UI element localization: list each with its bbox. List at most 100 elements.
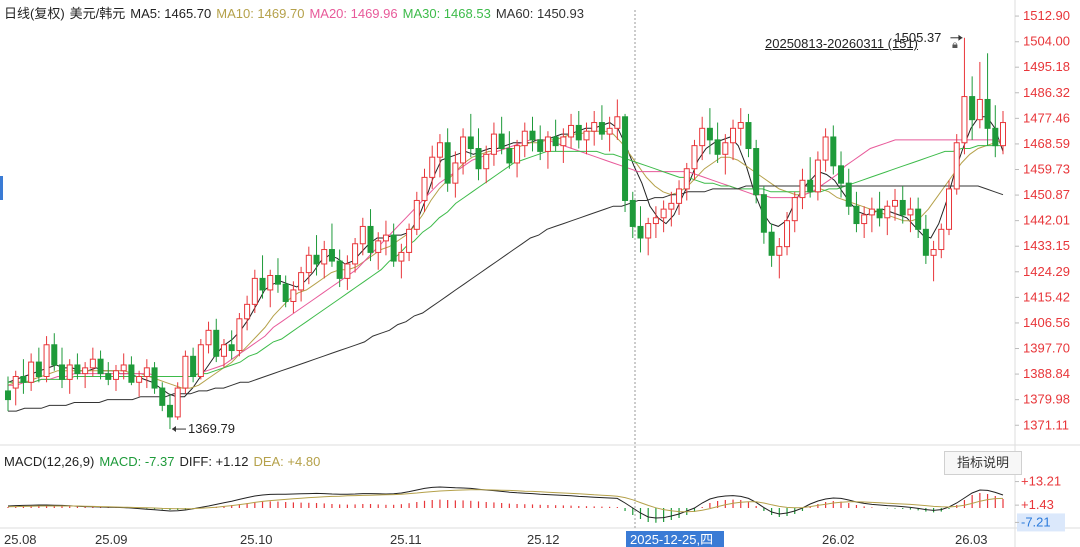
indicator-help-button[interactable]: 指标说明 xyxy=(944,451,1022,475)
candle-up xyxy=(544,136,551,152)
candle-down xyxy=(830,136,837,167)
high-label: 1505.37 xyxy=(894,30,941,45)
price-tick-label: 1504.00 xyxy=(1023,34,1070,49)
candle-up xyxy=(112,370,119,380)
candle-up xyxy=(483,153,490,170)
macd-tick-label: +1.43 xyxy=(1021,497,1054,512)
candle-down xyxy=(475,148,482,170)
candle-up xyxy=(267,275,274,291)
ma5-line xyxy=(7,116,1004,398)
candle-up xyxy=(66,364,73,380)
candle-up xyxy=(220,344,227,357)
candle-up xyxy=(251,277,258,305)
candle-down xyxy=(328,249,335,262)
candle-up xyxy=(421,176,428,201)
candle-down xyxy=(714,139,721,155)
candle-up xyxy=(321,249,328,265)
candle-up xyxy=(814,159,821,193)
candle-up xyxy=(205,329,212,346)
candle-down xyxy=(838,165,845,184)
candle-down xyxy=(622,116,629,201)
candle-up xyxy=(521,130,528,147)
candle-down xyxy=(845,182,852,207)
candle-down xyxy=(706,127,713,141)
price-tick-label: 1433.15 xyxy=(1023,238,1070,253)
candle-up xyxy=(614,116,621,129)
candle-down xyxy=(992,127,999,147)
candle-up xyxy=(999,122,1007,147)
candle-up xyxy=(976,98,983,121)
range-label[interactable]: 20250813-20260311 (151) xyxy=(765,36,919,51)
macd-tick-label: -7.21 xyxy=(1021,514,1051,529)
x-tick-label: 25.08 xyxy=(4,532,37,547)
candle-up xyxy=(290,289,297,302)
candle-up xyxy=(305,254,312,274)
candle-down xyxy=(274,275,281,285)
macd-tick-label: +13.21 xyxy=(1021,474,1061,489)
candle-down xyxy=(552,136,559,147)
candle-up xyxy=(907,208,914,216)
candle-up xyxy=(722,142,729,155)
candle-down xyxy=(105,373,112,380)
price-tick-label: 1486.32 xyxy=(1023,85,1070,100)
low-arrowhead xyxy=(171,426,176,433)
candle-up xyxy=(43,344,50,378)
candle-up xyxy=(606,127,613,135)
candle-up xyxy=(344,263,351,279)
candle-up xyxy=(352,243,359,265)
candle-up xyxy=(784,220,791,248)
lock-icon[interactable]: 🔒︎ xyxy=(952,39,958,51)
x-tick-label: 26.03 xyxy=(955,532,988,547)
candle-down xyxy=(537,139,544,152)
x-tick-label: 25.09 xyxy=(95,532,128,547)
candle-up xyxy=(120,364,127,372)
candle-down xyxy=(74,364,81,375)
panel-edge-tab[interactable] xyxy=(0,176,3,200)
ma10-line xyxy=(7,130,1004,389)
candle-down xyxy=(984,98,991,129)
candle-up xyxy=(514,145,521,164)
price-tick-label: 1371.11 xyxy=(1023,417,1069,432)
macd-dea-line xyxy=(7,489,1004,513)
candle-up xyxy=(490,133,497,155)
candle-up xyxy=(961,96,968,144)
candle-down xyxy=(768,231,775,256)
price-tick-label: 1459.73 xyxy=(1023,162,1070,177)
price-tick-label: 1406.56 xyxy=(1023,315,1070,330)
price-tick-label: 1450.87 xyxy=(1023,187,1070,202)
candle-up xyxy=(660,208,667,219)
candle-up xyxy=(691,145,698,170)
candle-up xyxy=(398,251,405,262)
candle-down xyxy=(35,361,42,378)
candle-up xyxy=(953,142,960,190)
candle-up xyxy=(452,162,459,184)
candle-up xyxy=(375,240,382,253)
candle-down xyxy=(97,358,104,375)
candle-down xyxy=(853,205,860,225)
candle-down xyxy=(51,344,58,366)
price-tick-label: 1442.01 xyxy=(1023,213,1070,228)
candle-up xyxy=(436,142,443,158)
candle-up xyxy=(699,127,706,147)
price-tick-label: 1495.18 xyxy=(1023,59,1070,74)
ma20-line xyxy=(8,139,1003,386)
candle-up xyxy=(737,122,744,129)
ma30-line xyxy=(8,145,1003,383)
candle-up xyxy=(861,214,868,225)
candle-up xyxy=(174,387,181,418)
chart-title: 日线(复权) xyxy=(4,6,65,21)
candle-down xyxy=(745,122,752,150)
macd-diff-line xyxy=(7,486,1004,519)
candle-down xyxy=(128,364,135,383)
candle-down xyxy=(529,130,536,141)
candle-up xyxy=(359,225,366,245)
candle-up xyxy=(182,355,189,389)
ma20-value: MA20: 1469.96 xyxy=(309,6,398,21)
candle-up xyxy=(244,303,251,320)
price-tick-label: 1379.98 xyxy=(1023,392,1070,407)
candle-down xyxy=(20,376,27,383)
low-label: 1369.79 xyxy=(188,421,235,436)
candle-up xyxy=(406,228,413,253)
candle-down xyxy=(629,199,636,227)
